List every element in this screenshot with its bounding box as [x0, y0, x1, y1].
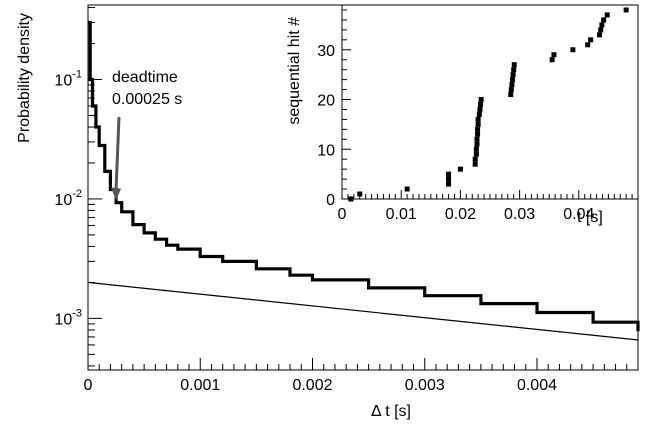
- annotation-line-2: 0.00025 s: [112, 91, 182, 108]
- hit-point: [508, 87, 514, 93]
- deadtime-annotation: deadtime 0.00025 s: [111, 69, 182, 201]
- inset-y-tick-label: 30: [317, 43, 335, 60]
- hit-point: [472, 156, 478, 162]
- hit-point: [475, 131, 481, 137]
- main-x-tick-label: 0.003: [405, 377, 445, 394]
- inset-x-tick-label: 0.01: [386, 206, 417, 223]
- hit-point: [597, 32, 603, 38]
- hit-point: [551, 52, 557, 58]
- hit-point: [476, 111, 482, 117]
- annotation-arrow-head: [111, 187, 122, 201]
- hit-point: [509, 77, 515, 83]
- hit-point: [588, 37, 594, 43]
- hit-point: [446, 176, 452, 182]
- exponential-fit-line: [87, 281, 639, 341]
- hit-point: [508, 92, 514, 98]
- histogram-line: [88, 20, 640, 332]
- main-y-tick-label: 10-1: [54, 68, 82, 89]
- hit-point: [473, 146, 479, 152]
- hit-point: [475, 126, 481, 132]
- hit-point: [511, 67, 517, 73]
- inset-y-tick-label: 20: [317, 93, 335, 110]
- main-x-tick-label: 0.001: [180, 377, 220, 394]
- hit-point: [478, 101, 484, 107]
- hit-point: [510, 72, 516, 78]
- hit-point: [474, 136, 480, 142]
- hit-point: [599, 22, 605, 28]
- hit-point: [549, 57, 555, 63]
- hit-point: [477, 106, 483, 112]
- hit-point: [446, 171, 452, 177]
- inset-x-tick-label: 0.04: [563, 206, 594, 223]
- hit-point: [474, 141, 480, 147]
- hit-point: [623, 7, 629, 13]
- hit-point: [585, 42, 591, 48]
- inset-x-tick-label: 0: [338, 206, 347, 223]
- inset-y-tick-label: 10: [317, 142, 335, 159]
- hit-point: [472, 161, 478, 167]
- hit-point: [601, 17, 607, 23]
- main-x-ticks: 0 0.001 0.002 0.003 0.004: [84, 358, 639, 394]
- main-y-tick-label: 10-2: [54, 188, 82, 209]
- main-y-axis-label: Probability density: [16, 13, 33, 143]
- inset-y-tick-label: 0: [326, 192, 335, 209]
- hit-point: [446, 181, 452, 187]
- main-y-ticks: 10-3 10-2 10-1: [54, 7, 102, 367]
- hit-point: [509, 82, 515, 88]
- inset-plot: 0 0.01 0.02 0.03 0.04 0 10 20 30 t [s] sequenti…: [286, 4, 639, 226]
- annotation-arrow: [114, 116, 121, 190]
- hit-point: [598, 27, 604, 33]
- main-x-tick-label: 0.002: [292, 377, 332, 394]
- inset-x-tick-label: 0.03: [504, 206, 535, 223]
- hit-point: [475, 121, 481, 127]
- inset-y-ticks: 0 10 20 30: [317, 9, 351, 209]
- inset-background: [342, 5, 638, 199]
- inset-x-tick-label: 0.02: [445, 206, 476, 223]
- hit-point: [357, 191, 363, 197]
- main-x-axis-label: Δ t [s]: [371, 403, 411, 420]
- inset-points: [348, 7, 629, 202]
- hit-point: [457, 166, 463, 172]
- main-x-tick-label: 0.004: [517, 377, 557, 394]
- hit-point: [511, 62, 517, 68]
- hit-point: [570, 47, 576, 53]
- hit-point: [604, 12, 610, 18]
- hit-point: [475, 116, 481, 122]
- hit-point: [404, 186, 410, 192]
- inset-x-axis-label: t [s]: [577, 209, 603, 226]
- main-x-tick-label: 0: [84, 377, 93, 394]
- inset-y-axis-label: sequential hit #: [286, 17, 303, 125]
- main-y-tick-label: 10-3: [54, 307, 82, 328]
- inset-x-ticks: 0 0.01 0.02 0.03 0.04: [338, 190, 639, 223]
- main-series: [87, 20, 640, 341]
- annotation-line-1: deadtime: [112, 69, 178, 86]
- hit-point: [478, 97, 484, 103]
- inset-plot-frame: [341, 4, 639, 200]
- hit-point: [473, 151, 479, 157]
